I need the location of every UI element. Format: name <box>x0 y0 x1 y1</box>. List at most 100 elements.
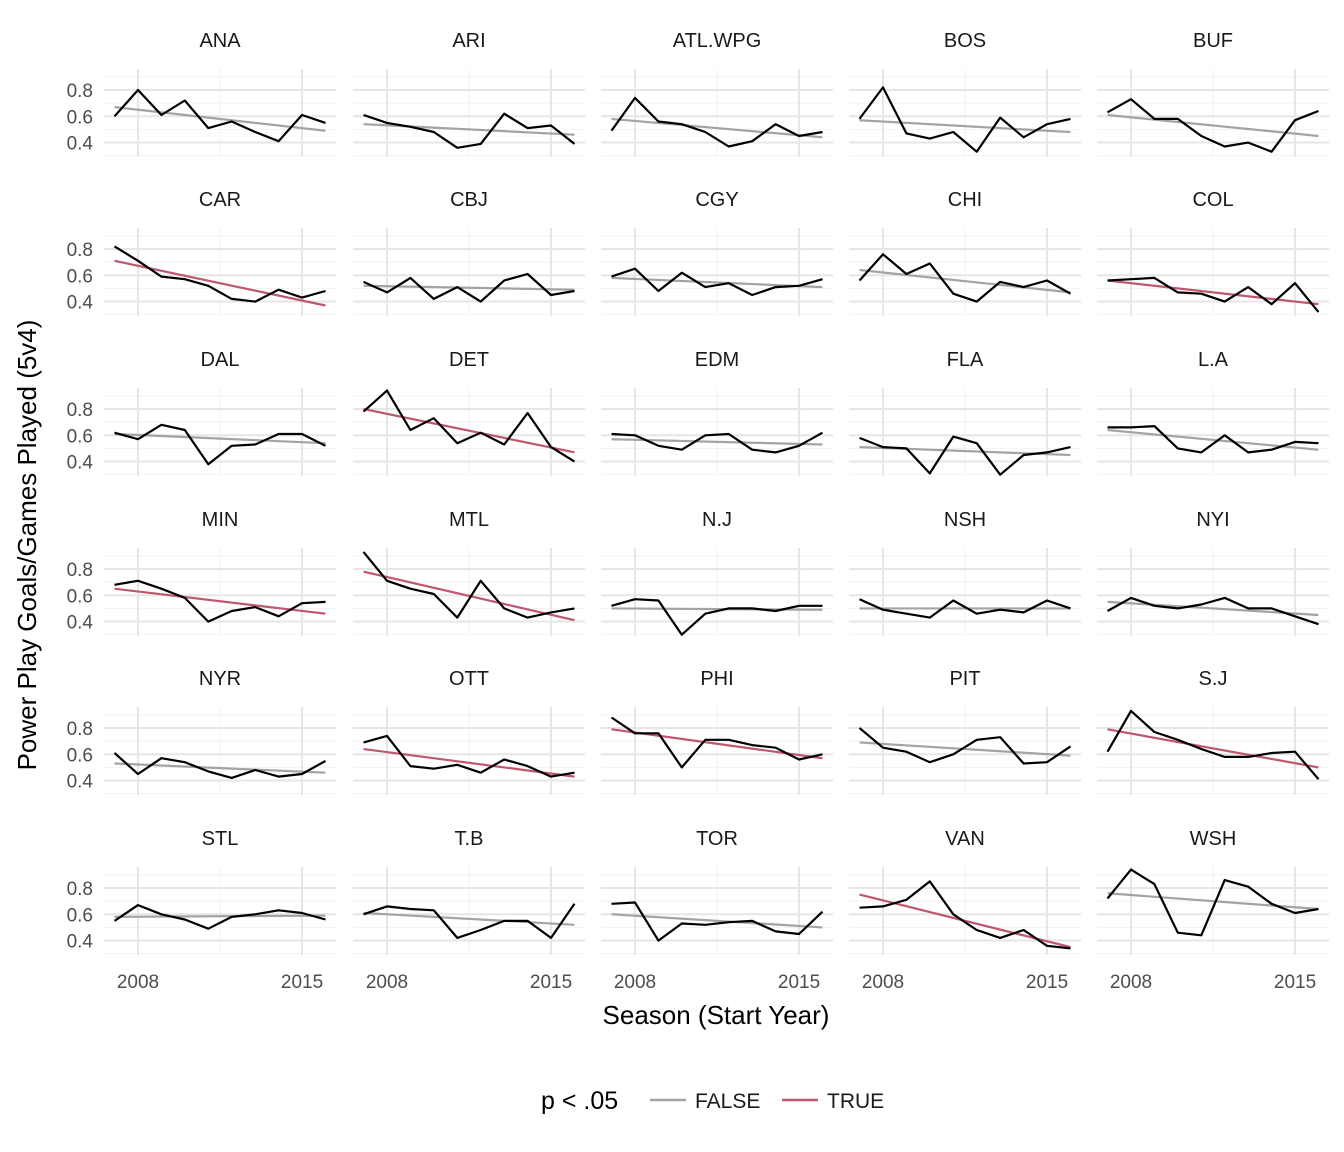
x-tick-label: 2008 <box>1110 972 1152 993</box>
panel-fla: FLA <box>849 349 1081 476</box>
x-tick-label: 2015 <box>530 972 572 993</box>
series-line <box>363 272 575 303</box>
legend-title: p < .05 <box>541 1087 618 1115</box>
series-line <box>363 112 576 149</box>
y-tick-label: 0.6 <box>67 107 93 128</box>
panel-wsh: WSH 2008 2015 <box>1097 828 1329 993</box>
series-line <box>1107 425 1319 454</box>
panel-nyi: NYI <box>1097 509 1329 636</box>
strip-label: MTL <box>449 509 489 531</box>
y-tick-label: 0.6 <box>67 745 93 766</box>
panel-l-a: L.A <box>1097 349 1329 476</box>
x-tick-label: 2008 <box>366 972 408 993</box>
strip-label: ANA <box>199 30 241 52</box>
strip-label: EDM <box>695 349 739 371</box>
strip-label: BUF <box>1193 30 1233 52</box>
strip-label: VAN <box>945 828 985 850</box>
series-line <box>362 389 576 463</box>
strip-label: NYR <box>199 668 241 690</box>
y-tick-label: 0.8 <box>67 560 93 581</box>
strip-label: NYI <box>1196 509 1229 531</box>
y-tick-label: 0.6 <box>67 426 93 447</box>
trend-line <box>363 407 575 454</box>
series-line <box>1106 596 1319 626</box>
x-tick-label: 2015 <box>1274 972 1316 993</box>
series-line <box>858 86 1071 153</box>
x-tick-label: 2008 <box>614 972 656 993</box>
series-line <box>362 551 575 619</box>
trend-line <box>611 117 823 139</box>
trend-line <box>611 913 823 929</box>
facet-panels: ANA 0.4 0.6 0.8 ARI ATL.WPG BOS BUF CAR 0.4 0.6 0.8… <box>67 30 1329 993</box>
strip-label: FLA <box>947 349 984 371</box>
series-line <box>611 901 824 942</box>
panel-nyr: NYR 0.4 0.6 0.8 <box>67 668 336 795</box>
panel-bos: BOS <box>849 30 1081 157</box>
series-line <box>859 880 1071 950</box>
y-tick-label: 0.6 <box>67 905 93 926</box>
x-tick-label: 2015 <box>1026 972 1068 993</box>
y-tick-label: 0.4 <box>67 772 94 793</box>
trend-line <box>363 284 575 291</box>
x-tick-label: 2008 <box>117 972 159 993</box>
y-tick-label: 0.4 <box>67 134 94 155</box>
series-line <box>859 598 1071 619</box>
strip-label: MIN <box>202 509 239 531</box>
trend-line <box>859 741 1071 757</box>
y-tick-label: 0.8 <box>67 240 93 261</box>
strip-label: CAR <box>199 189 241 211</box>
series-line <box>113 245 326 303</box>
series-line <box>113 903 326 930</box>
series-line <box>1107 276 1320 313</box>
series-line <box>859 435 1071 476</box>
trend-line <box>363 911 575 926</box>
y-tick-label: 0.4 <box>67 932 94 953</box>
strip-label: ARI <box>452 30 485 52</box>
panel-tor: TOR 2008 2015 <box>601 828 833 993</box>
panel-edm: EDM <box>601 349 833 476</box>
series-line <box>858 253 1072 303</box>
series-line <box>1106 709 1320 780</box>
y-tick-label: 0.4 <box>67 613 94 634</box>
y-tick-label: 0.4 <box>67 293 94 314</box>
y-tick-label: 0.4 <box>67 453 94 474</box>
y-tick-label: 0.8 <box>67 81 93 102</box>
series-line <box>611 431 824 454</box>
series-line <box>113 88 326 143</box>
trend-line <box>859 268 1071 294</box>
strip-label: BOS <box>944 30 986 52</box>
strip-label: ATL.WPG <box>673 30 762 52</box>
panel-mtl: MTL <box>353 509 585 636</box>
strip-label: PHI <box>700 668 733 690</box>
panel-t-b: T.B 2008 2015 <box>353 828 585 993</box>
panel-s-j: S.J <box>1097 668 1329 795</box>
series-line <box>363 734 575 778</box>
strip-label: CBJ <box>450 189 488 211</box>
trend-line <box>363 570 575 622</box>
x-tick-label: 2008 <box>862 972 904 993</box>
panel-buf: BUF <box>1097 30 1329 157</box>
panel-pit: PIT <box>849 668 1081 795</box>
series-line <box>611 598 823 636</box>
strip-label: TOR <box>696 828 738 850</box>
strip-label: STL <box>202 828 239 850</box>
panel-min: MIN 0.4 0.6 0.8 <box>67 509 336 636</box>
panel-phi: PHI <box>601 668 833 795</box>
x-tick-label: 2015 <box>281 972 323 993</box>
trend-line <box>1107 728 1319 769</box>
panel-det: DET <box>353 349 585 476</box>
panel-stl: STL 0.4 0.6 0.8 2008 2015 <box>67 828 336 993</box>
panel-van: VAN 2008 2015 <box>849 828 1081 993</box>
strip-label: WSH <box>1190 828 1237 850</box>
y-tick-label: 0.8 <box>67 400 93 421</box>
y-tick-label: 0.6 <box>67 586 93 607</box>
panel-col: COL <box>1097 189 1329 316</box>
series-line <box>858 727 1072 765</box>
strip-label: PIT <box>949 668 980 690</box>
trend-line <box>1107 279 1319 306</box>
series-line <box>1106 98 1319 153</box>
y-axis-title: Power Play Goals/Games Played (5v4) <box>12 320 42 771</box>
strip-label: COL <box>1192 189 1233 211</box>
panel-ana: ANA 0.4 0.6 0.8 <box>67 30 336 157</box>
series-line <box>114 423 326 466</box>
